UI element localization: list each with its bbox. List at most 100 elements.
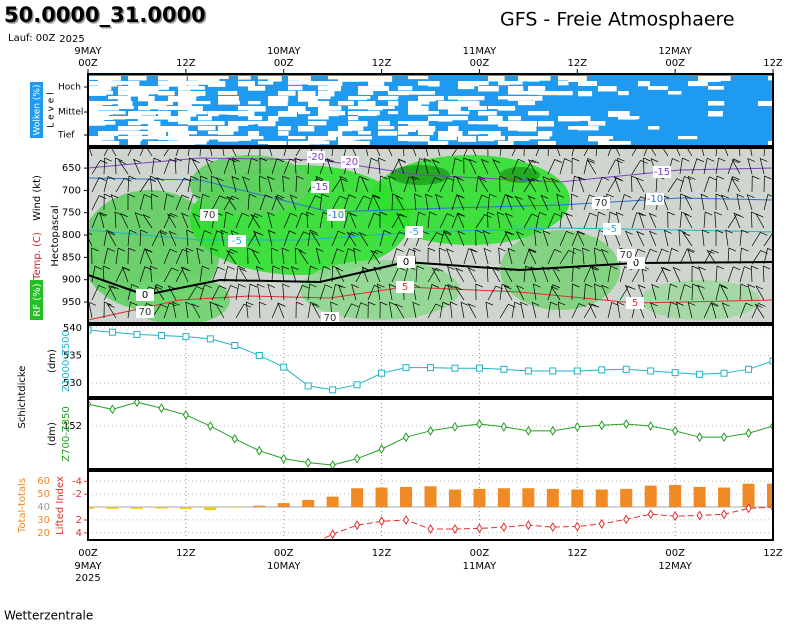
cloud-gap [288,81,302,85]
wind-barb [132,158,141,175]
wind-barb [527,159,537,175]
cloud-gap [348,126,364,131]
cloud-gap [148,136,163,140]
level-name: Tief [57,131,75,141]
wind-barb [547,301,558,319]
cloud-gap [448,96,464,100]
wind-barb [451,212,465,229]
wind-barb [475,283,483,301]
cloud-gap [138,136,154,140]
contour-label: 70 [203,210,216,221]
temp-label: Temp. (C) [32,232,43,281]
wind-barb [683,213,693,229]
cloud-gap [118,101,133,107]
contour-label: -15 [654,167,670,178]
pressure-tick-label: 850 [62,252,81,263]
wind-barb [427,232,444,247]
cloud-gap [148,106,160,110]
year-label: 2025 [59,34,84,45]
wind-barb [181,212,189,229]
cloud-gap [448,106,461,111]
cloud-gap [438,116,453,122]
wind-barb [570,193,579,211]
wind-barb [294,247,303,265]
wind-barb [250,213,261,229]
contour-label-bg [397,256,415,268]
cloud-gap [378,96,398,101]
wind-barb [379,301,388,319]
cloud-gap [498,141,514,146]
cloud-gap [448,116,469,121]
wind-barb [499,303,516,319]
wind-barb [520,301,528,319]
cloud-gap [358,101,376,106]
y2-tick-label: -4 [72,476,82,487]
cloud-gap [508,86,524,92]
wind-barb [701,148,705,157]
wind-barb [99,211,108,229]
wind-barb [163,302,177,319]
cloud-gap [358,86,374,92]
wind-barb [751,175,760,193]
wind-barb [559,230,574,247]
cloud-gap [288,141,299,146]
cloud-gap [138,121,158,125]
cloud-gap [328,106,342,111]
wind-barb [676,301,684,319]
y-label: Z700-Z850 [61,406,72,461]
wind-barb [655,248,669,265]
wind-barb [427,267,444,283]
wind-barb [667,301,678,319]
point [720,369,728,377]
wind-barb [691,158,704,175]
wind-barb [499,283,510,301]
wind-barb [235,265,246,283]
point [476,523,483,534]
wind-barb [103,301,112,319]
wind-barb [259,157,268,175]
cloud-gap [478,86,499,92]
wind-barb [504,230,513,247]
contour-label-bg [396,281,414,293]
wind-barb [119,213,129,229]
wind-barb [751,250,768,265]
wind-barb [523,248,537,265]
wind-barb [624,284,633,301]
wind-barb [211,285,227,301]
cloud-gap [218,96,239,102]
wind-barb [331,195,347,211]
wind-barb [715,283,727,301]
cloud-gap [188,76,207,81]
contour-label-bg [136,306,154,318]
wind-barb [172,301,180,319]
wind-barb [739,247,749,265]
wind-barb [295,212,309,229]
wind-barb [759,157,768,175]
wind-barb [294,157,303,175]
cloud-gap [478,136,495,142]
thickness-label: Schichtdicke [17,366,28,429]
cloud-gap [298,81,312,85]
point [476,419,483,430]
wind-barb [352,148,357,157]
cloud-gap [308,101,330,107]
wind-barb [530,266,539,283]
wind-barb [591,265,600,283]
contour-label: -5 [409,227,419,238]
wind-barb [295,284,310,301]
cloud-gap [538,131,553,137]
wind-barb [307,229,318,247]
wind-barb [454,285,465,301]
x-tick-label: 00Z [470,58,490,69]
contour-label: 70 [620,250,633,261]
cloud-gap [128,131,143,136]
wind-barb [192,212,201,229]
wind-barb [88,148,93,157]
point [525,520,532,531]
cloud-gap [198,81,209,85]
wind-barb [185,301,193,319]
point [623,419,630,430]
bar [448,489,461,507]
wind-barb [531,301,540,319]
wind-barb [679,249,694,265]
